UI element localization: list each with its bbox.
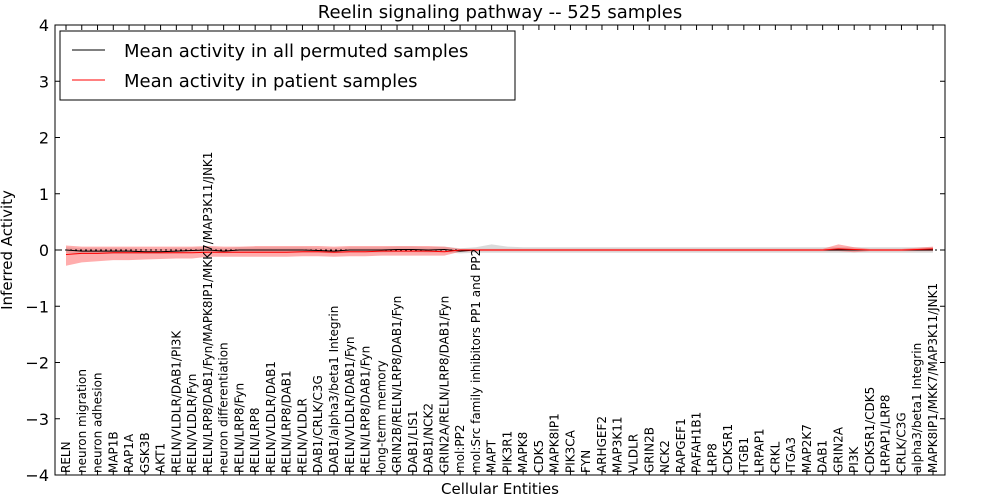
x-tick-label: CRLK/C3G bbox=[894, 412, 908, 473]
y-tick-label: 0 bbox=[39, 241, 49, 260]
plot-area bbox=[55, 244, 945, 266]
x-tick-label: MAPK8IP1/MKK7/MAP3K11/JNK1 bbox=[926, 283, 940, 473]
x-tick-label: GSK3B bbox=[138, 432, 152, 473]
x-tick-label: RELN/LRP8 bbox=[248, 407, 262, 473]
x-tick-label: NCK2 bbox=[658, 440, 672, 473]
x-tick-label: LRP8 bbox=[705, 443, 719, 473]
legend: Mean activity in all permuted samples Me… bbox=[59, 30, 516, 101]
x-tick-label: MAP3K11 bbox=[611, 416, 625, 473]
x-tick-label: LRPAP1 bbox=[753, 428, 767, 473]
x-axis-label: Cellular Entities bbox=[441, 480, 559, 498]
x-tick-label: GRIN2A/RELN/LRP8/DAB1/Fyn bbox=[437, 296, 451, 473]
x-tick-label: MAPT bbox=[485, 439, 499, 473]
x-tick-label: RELN/VLDLR/DAB1 bbox=[264, 361, 278, 473]
x-tick-label: CDK5 bbox=[532, 440, 546, 473]
x-tick-label: ARHGEF2 bbox=[595, 416, 609, 473]
x-tick-label: DAB1/LIS1 bbox=[406, 410, 420, 473]
x-tick-label: RAP1A bbox=[122, 433, 136, 473]
y-tick-label: −2 bbox=[25, 354, 49, 373]
x-tick-label: VLDLR bbox=[626, 434, 640, 473]
y-tick-label: −3 bbox=[25, 410, 49, 429]
x-tick-label: DAB1/alpha3/beta1 Integrin bbox=[327, 306, 341, 473]
y-tick-label: −4 bbox=[25, 466, 49, 485]
x-tick-label: GRIN2B/RELN/LRP8/DAB1/Fyn bbox=[390, 296, 404, 473]
x-tick-label: RELN/LRP8/DAB1 bbox=[280, 370, 294, 473]
x-tick-label: CDK5R1/CDK5 bbox=[863, 387, 877, 473]
x-tick-label: PIK3CA bbox=[563, 429, 577, 473]
x-axis: RELN neuron migration neuron adhesion MAP1B… bbox=[59, 25, 940, 475]
y-tick-label: 4 bbox=[39, 16, 49, 35]
x-tick-label: alpha3/beta1 Integrin bbox=[910, 343, 924, 473]
x-tick-label: long-term memory bbox=[374, 360, 388, 473]
x-tick-label: MAPK8 bbox=[516, 432, 530, 473]
x-tick-label: RELN/LRP8/DAB1/Fyn/MAPK8IP1/MKK7/MAP3K11… bbox=[201, 152, 215, 473]
y-tick-label: −1 bbox=[25, 297, 49, 316]
y-axis: −4 −3 −2 −1 0 1 2 3 4 bbox=[25, 16, 945, 485]
chart-title: Reelin signaling pathway -- 525 samples bbox=[318, 2, 682, 23]
y-tick-label: 3 bbox=[39, 72, 49, 91]
x-tick-label: PAFAH1B1 bbox=[690, 412, 704, 473]
legend-box bbox=[59, 30, 516, 101]
x-tick-label: RELN bbox=[59, 441, 73, 473]
x-tick-label: RELN/LRP8/DAB1/Fyn bbox=[359, 346, 373, 473]
x-tick-label: DAB1/NCK2 bbox=[422, 403, 436, 473]
series-line-1 bbox=[65, 248, 934, 255]
x-tick-label: DAB1/CRLK/C3G bbox=[311, 375, 325, 473]
x-tick-label: MAP2K7 bbox=[800, 424, 814, 473]
x-tick-label: RELN/VLDLR/Fyn bbox=[185, 374, 199, 473]
x-tick-label: ITGA3 bbox=[784, 437, 798, 473]
x-tick-label: neuron migration bbox=[75, 369, 89, 473]
x-tick-label: LRPAP1/LRP8 bbox=[879, 394, 893, 473]
x-tick-label: MAPK8IP1 bbox=[548, 413, 562, 473]
legend-label-patient: Mean activity in patient samples bbox=[124, 71, 418, 92]
x-tick-label: mol:Src family inhibitors PP1 and PP2 bbox=[469, 249, 483, 473]
x-tick-label: PIK3R1 bbox=[500, 431, 514, 473]
x-tick-label: RELN/VLDLR/DAB1/PI3K bbox=[169, 330, 183, 473]
x-tick-label: ITGB1 bbox=[737, 437, 751, 473]
x-tick-label: MAP1B bbox=[106, 431, 120, 473]
x-tick-label: neuron adhesion bbox=[91, 372, 105, 473]
x-tick-label: CRKL bbox=[768, 441, 782, 473]
x-tick-label: CDK5R1 bbox=[721, 424, 735, 473]
x-tick-label: GRIN2B bbox=[642, 427, 656, 473]
x-tick-label: RAPGEF1 bbox=[674, 418, 688, 473]
x-tick-label: FYN bbox=[579, 450, 593, 473]
y-tick-label: 2 bbox=[39, 129, 49, 148]
x-tick-label: RELN/VLDLR/DAB1/Fyn bbox=[343, 337, 357, 473]
x-tick-label: RELN/LRP8/Fyn bbox=[232, 383, 246, 473]
legend-label-permuted: Mean activity in all permuted samples bbox=[124, 41, 468, 62]
x-tick-label: DAB1 bbox=[816, 440, 830, 473]
y-tick-label: 1 bbox=[39, 185, 49, 204]
y-axis-label: Inferred Activity bbox=[0, 190, 16, 310]
x-tick-label: PI3K bbox=[847, 446, 861, 473]
x-tick-label: neuron differentiation bbox=[217, 342, 231, 473]
x-tick-label: GRIN2A bbox=[831, 426, 845, 473]
x-tick-label: mol:PP2 bbox=[453, 424, 467, 473]
x-tick-label: AKT1 bbox=[154, 443, 168, 473]
x-tick-label: RELN/VLDLR bbox=[295, 398, 309, 473]
